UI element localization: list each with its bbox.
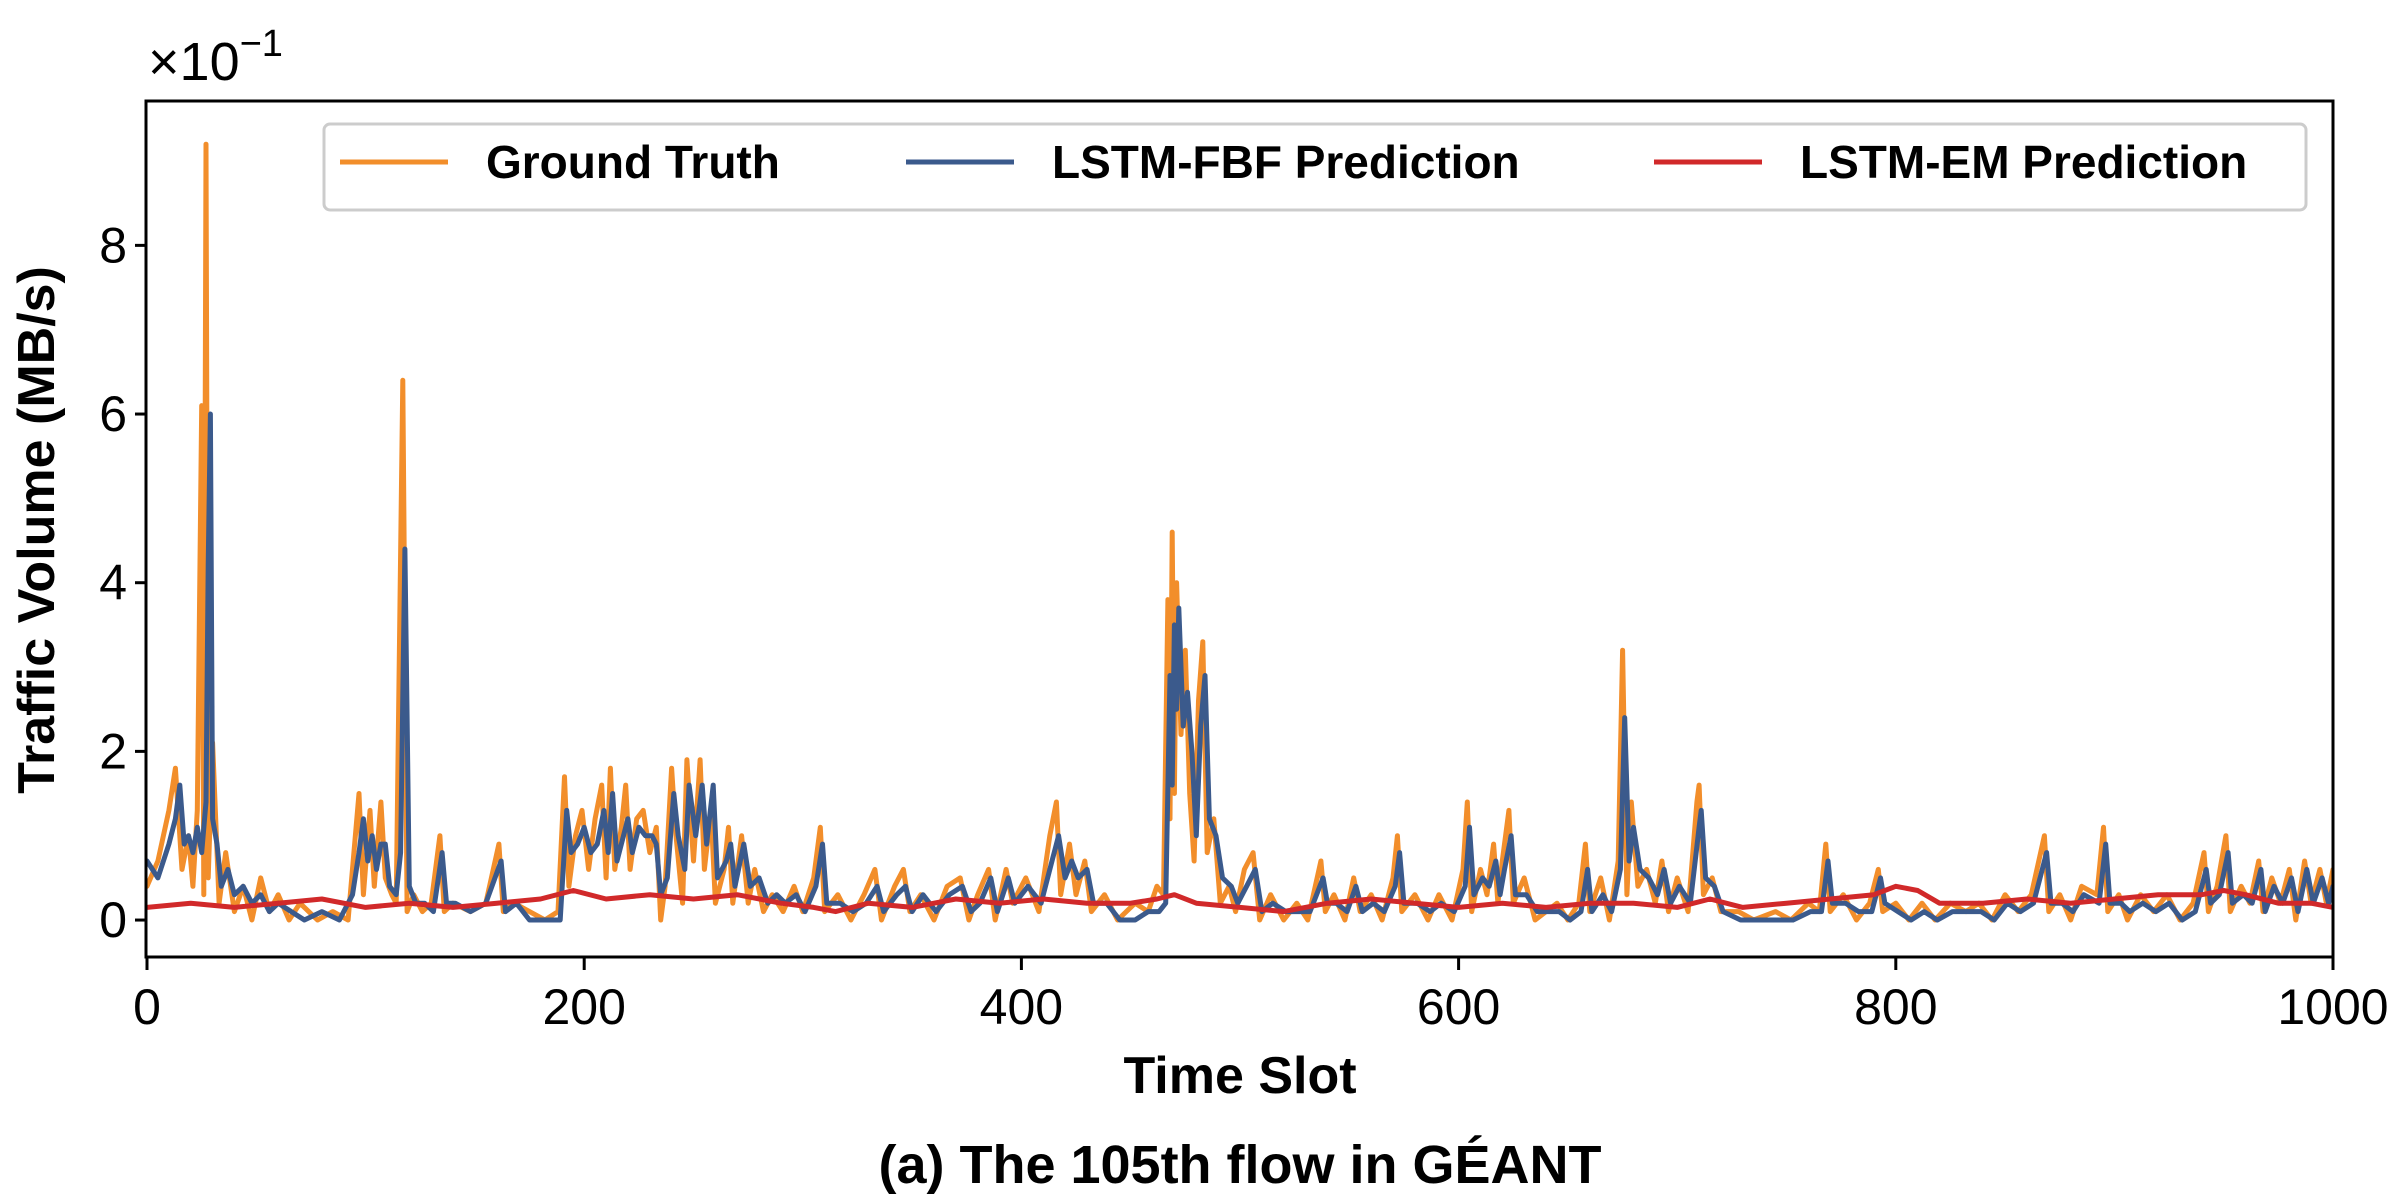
y-axis-title: Traffic Volume (MB/s) xyxy=(8,266,66,794)
x-tick-label: 600 xyxy=(1417,979,1500,1035)
x-axis-title: Time Slot xyxy=(1123,1047,1356,1105)
y-tick-label: 2 xyxy=(99,723,127,779)
plot-frame xyxy=(144,99,2335,959)
y-tick-label: 6 xyxy=(99,386,127,442)
legend-label-1: Ground Truth xyxy=(486,136,780,188)
y-tick-label: 0 xyxy=(99,892,127,948)
x-tick-label: 200 xyxy=(542,979,625,1035)
legend: Ground Truth LSTM-FBF Prediction LSTM-EM P… xyxy=(322,122,2308,212)
y-tick-label: 4 xyxy=(99,555,127,611)
legend-label-3: LSTM-EM Prediction xyxy=(1800,136,2247,188)
y-axis-multiplier: ×10−1 xyxy=(148,23,283,92)
x-axis: 0 200 400 600 800 1000 xyxy=(133,958,2389,1035)
figure-caption: (a) The 105th flow in GÉANT xyxy=(878,1135,1601,1195)
y-axis: 0 2 4 6 8 xyxy=(99,217,147,948)
x-tick-label: 0 xyxy=(133,979,161,1035)
series-line-2 xyxy=(147,411,2333,923)
x-tick-label: 1000 xyxy=(2277,979,2388,1035)
y-tick-label: 8 xyxy=(99,217,127,273)
x-tick-label: 400 xyxy=(980,979,1063,1035)
legend-frame xyxy=(322,122,2308,212)
x-tick-label: 800 xyxy=(1854,979,1937,1035)
series-line-3 xyxy=(147,883,2333,915)
series-layer xyxy=(147,141,2333,923)
legend-label-2: LSTM-FBF Prediction xyxy=(1052,136,1520,188)
series-line-1 xyxy=(147,141,2333,923)
